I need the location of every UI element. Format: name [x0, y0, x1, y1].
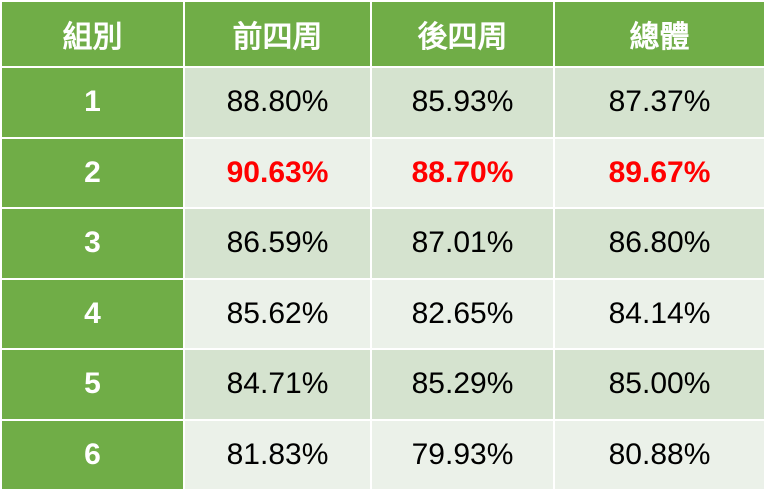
- group-cell: 1: [0, 66, 185, 139]
- value-cell: 86.80%: [553, 207, 764, 280]
- value-cell: 85.93%: [370, 66, 555, 139]
- group-cell: 3: [0, 207, 185, 280]
- table-row: 2 90.63% 88.70% 89.67%: [0, 136, 764, 209]
- value-cell: 87.37%: [553, 66, 764, 139]
- value-cell: 87.01%: [370, 207, 555, 280]
- table-row: 6 81.83% 79.93% 80.88%: [0, 418, 764, 491]
- header-last-four-weeks: 後四周: [370, 0, 555, 68]
- group-cell: 5: [0, 348, 185, 421]
- group-cell: 6: [0, 418, 185, 491]
- table-row: 1 88.80% 85.93% 87.37%: [0, 66, 764, 139]
- header-row: 組別 前四周 後四周 總體: [0, 0, 764, 68]
- value-cell: 82.65%: [370, 277, 555, 350]
- value-cell: 85.00%: [553, 348, 764, 421]
- value-cell-highlighted: 90.63%: [183, 136, 372, 209]
- value-cell: 85.62%: [183, 277, 372, 350]
- value-cell: 84.14%: [553, 277, 764, 350]
- value-cell: 85.29%: [370, 348, 555, 421]
- value-cell: 86.59%: [183, 207, 372, 280]
- table-row: 4 85.62% 82.65% 84.14%: [0, 277, 764, 350]
- value-cell-highlighted: 89.67%: [553, 136, 764, 209]
- table-row: 5 84.71% 85.29% 85.00%: [0, 348, 764, 421]
- group-cell: 4: [0, 277, 185, 350]
- value-cell: 84.71%: [183, 348, 372, 421]
- header-group: 組別: [0, 0, 185, 68]
- value-cell-highlighted: 88.70%: [370, 136, 555, 209]
- header-overall: 總體: [553, 0, 764, 68]
- header-first-four-weeks: 前四周: [183, 0, 372, 68]
- value-cell: 79.93%: [370, 418, 555, 491]
- value-cell: 81.83%: [183, 418, 372, 491]
- value-cell: 88.80%: [183, 66, 372, 139]
- table-row: 3 86.59% 87.01% 86.80%: [0, 207, 764, 280]
- group-cell: 2: [0, 136, 185, 209]
- value-cell: 80.88%: [553, 418, 764, 491]
